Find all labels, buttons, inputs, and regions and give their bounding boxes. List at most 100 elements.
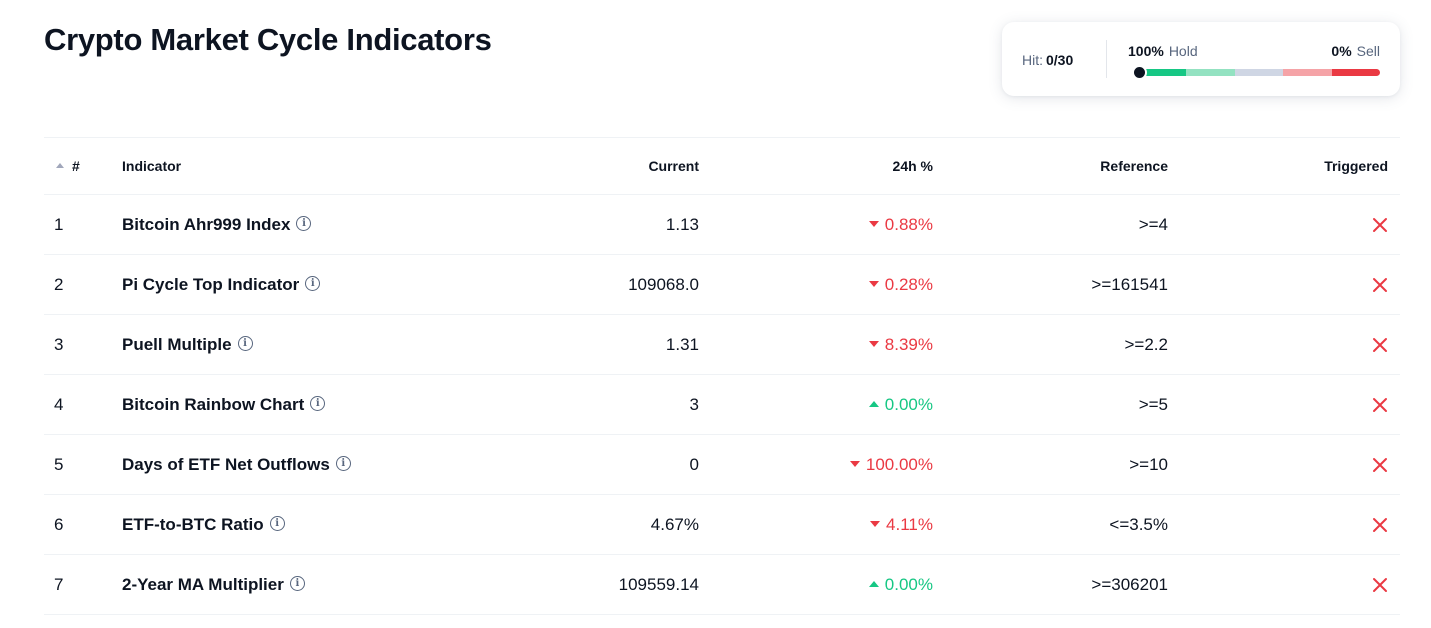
indicator-name[interactable]: Bitcoin Rainbow Chart	[122, 394, 305, 414]
info-icon[interactable]: i	[335, 455, 351, 471]
indicator-name-cell[interactable]: Bitcoin Ahr999 Index i	[122, 194, 392, 255]
indicator-name[interactable]: ETF-to-BTC Ratio	[122, 514, 264, 534]
change-value: 0.00%	[868, 574, 933, 594]
table-row[interactable]: 7 2-Year MA Multiplier i 109559.14 0.00% >=30…	[44, 554, 1400, 615]
change-percent: 0.88%	[884, 214, 933, 234]
change-value: 100.00%	[849, 454, 933, 474]
column-header-indicator[interactable]: Indicator	[122, 137, 392, 195]
hold-text: Hold	[1168, 43, 1198, 59]
indicator-name[interactable]: Days of ETF Net Outflows	[122, 454, 330, 474]
change-percent: 8.39%	[884, 334, 933, 354]
row-number: 1	[44, 194, 122, 255]
indicator-name-cell[interactable]: Puell Multiple i	[122, 314, 392, 375]
indicator-name[interactable]: Pi Cycle Top Indicator	[122, 274, 300, 294]
table-row[interactable]: 5 Days of ETF Net Outflows i 0 100.00% >=10	[44, 434, 1400, 495]
sort-asc-icon[interactable]	[56, 162, 64, 168]
indicator-name[interactable]: 2-Year MA Multiplier	[122, 574, 284, 594]
info-icon[interactable]: i	[269, 515, 285, 531]
change-percent: 100.00%	[865, 454, 933, 474]
cross-icon	[1373, 218, 1387, 233]
triggered-cell	[1168, 434, 1400, 495]
indicator-name-cell[interactable]: Bitcoin Rainbow Chart i	[122, 374, 392, 435]
caret-down-icon	[868, 341, 879, 348]
indicator-name-cell[interactable]: Pi Cycle Top Indicator i	[122, 254, 392, 315]
reference-value: >=5	[933, 374, 1168, 435]
triggered-cell	[1168, 254, 1400, 315]
change-value: 0.00%	[868, 394, 933, 414]
change-percent: 0.28%	[884, 274, 933, 294]
cross-icon	[1373, 458, 1387, 473]
info-icon[interactable]: i	[237, 335, 253, 351]
table-header-row: # Indicator Current 24h % Reference Trig…	[44, 137, 1400, 195]
indicators-table: # Indicator Current 24h % Reference Trig…	[44, 137, 1400, 615]
indicator-name[interactable]: Puell Multiple	[122, 334, 232, 354]
indicator-name-cell[interactable]: ETF-to-BTC Ratio i	[122, 494, 392, 555]
current-value: 0	[392, 434, 699, 495]
triggered-cell	[1168, 494, 1400, 555]
table-row[interactable]: 4 Bitcoin Rainbow Chart i 3 0.00% >=5	[44, 374, 1400, 435]
gauge-segment	[1331, 69, 1380, 76]
caret-up-icon	[868, 401, 879, 408]
triggered-cell	[1168, 194, 1400, 255]
divider	[1106, 40, 1107, 78]
change-percent: 4.11%	[886, 514, 933, 534]
caret-down-icon	[868, 281, 879, 288]
info-icon[interactable]: i	[310, 395, 326, 411]
current-value: 3	[392, 374, 699, 435]
hold-percent: 100%	[1128, 43, 1164, 59]
table-row[interactable]: 1 Bitcoin Ahr999 Index i 1.13 0.88% >=4	[44, 194, 1400, 255]
hold-label: 100% Hold	[1128, 43, 1198, 59]
cross-icon	[1373, 518, 1387, 533]
current-value: 109068.0	[392, 254, 699, 315]
current-value: 4.67%	[392, 494, 699, 555]
gauge-knob	[1132, 65, 1147, 80]
hit-counter: Hit: 0/30	[1022, 52, 1073, 68]
table-row[interactable]: 2 Pi Cycle Top Indicator i 109068.0 0.28% >=1…	[44, 254, 1400, 315]
change-percent: 0.00%	[884, 394, 933, 414]
row-number: 2	[44, 254, 122, 315]
row-number: 7	[44, 554, 122, 615]
triggered-cell	[1168, 554, 1400, 615]
change-cell: 0.00%	[699, 374, 933, 435]
indicator-name-cell[interactable]: 2-Year MA Multiplier i	[122, 554, 392, 615]
change-value: 8.39%	[868, 334, 933, 354]
cross-icon	[1373, 338, 1387, 353]
indicators-table-container: # Indicator Current 24h % Reference Trig…	[44, 137, 1400, 615]
triggered-cell	[1168, 374, 1400, 435]
column-header-24h-change[interactable]: 24h %	[699, 137, 933, 195]
indicator-name[interactable]: Bitcoin Ahr999 Index	[122, 214, 291, 234]
caret-down-icon	[870, 521, 881, 528]
hit-label: Hit:	[1022, 52, 1043, 68]
gauge-segment	[1283, 69, 1332, 76]
caret-down-icon	[849, 461, 860, 468]
current-value: 1.31	[392, 314, 699, 375]
reference-value: >=2.2	[933, 314, 1168, 375]
row-number: 6	[44, 494, 122, 555]
gauge-segment	[1186, 69, 1235, 76]
info-icon[interactable]: i	[305, 275, 321, 291]
change-cell: 0.00%	[699, 554, 933, 615]
caret-down-icon	[868, 221, 879, 228]
gauge-segment	[1234, 69, 1284, 76]
indicator-name-cell[interactable]: Days of ETF Net Outflows i	[122, 434, 392, 495]
info-icon[interactable]: i	[289, 575, 305, 591]
column-header-current[interactable]: Current	[392, 137, 699, 195]
change-percent: 0.00%	[884, 574, 933, 594]
current-value: 1.13	[392, 194, 699, 255]
cross-icon	[1373, 398, 1387, 413]
column-header-triggered[interactable]: Triggered	[1168, 137, 1400, 195]
column-header-reference[interactable]: Reference	[933, 137, 1168, 195]
change-value: 0.28%	[868, 274, 933, 294]
column-header-number[interactable]: #	[44, 137, 122, 195]
table-row[interactable]: 3 Puell Multiple i 1.31 8.39% >=2.2	[44, 314, 1400, 375]
reference-value: >=10	[933, 434, 1168, 495]
change-cell: 0.88%	[699, 194, 933, 255]
reference-value: >=306201	[933, 554, 1168, 615]
page-title: Crypto Market Cycle Indicators	[44, 22, 492, 57]
reference-value: <=3.5%	[933, 494, 1168, 555]
change-value: 0.88%	[868, 214, 933, 234]
change-cell: 0.28%	[699, 254, 933, 315]
info-icon[interactable]: i	[296, 215, 312, 231]
table-row[interactable]: 6 ETF-to-BTC Ratio i 4.67% 4.11% <=3.5%	[44, 494, 1400, 555]
table-body: 1 Bitcoin Ahr999 Index i 1.13 0.88% >=4 2 Pi Cy…	[44, 194, 1400, 615]
